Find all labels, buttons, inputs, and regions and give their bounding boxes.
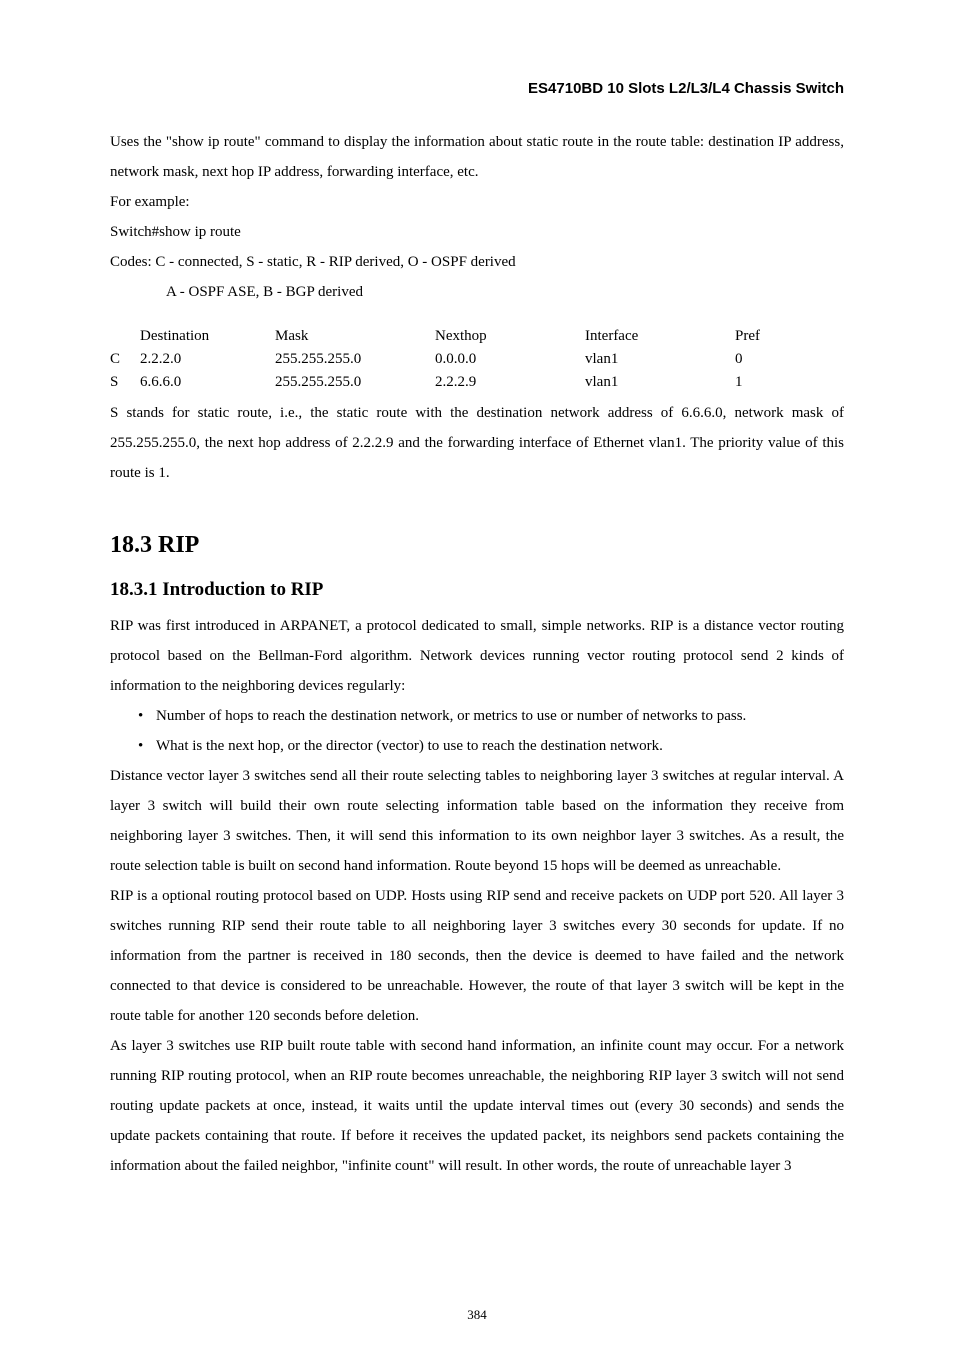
th-code [110, 325, 140, 348]
th-dest: Destination [140, 325, 275, 348]
table-row: S 6.6.6.0 255.255.255.0 2.2.2.9 vlan1 1 [110, 371, 795, 394]
heading-18-3-1: 18.3.1 Introduction to RIP [110, 579, 844, 601]
th-next: Nexthop [435, 325, 585, 348]
cell-dest: 2.2.2.0 [140, 348, 275, 371]
s1831-p2: Distance vector layer 3 switches send al… [110, 761, 844, 881]
cell-iface: vlan1 [585, 348, 735, 371]
intro-p5: A - OSPF ASE, B - BGP derived [110, 277, 844, 307]
intro-p3: Switch#show ip route [110, 217, 844, 247]
cell-mask: 255.255.255.0 [275, 348, 435, 371]
page-number: 384 [0, 1307, 954, 1323]
intro-p2: For example: [110, 187, 844, 217]
th-iface: Interface [585, 325, 735, 348]
bullet-item: What is the next hop, or the director (v… [138, 731, 844, 761]
s1831-p3: RIP is a optional routing protocol based… [110, 881, 844, 1031]
s1831-p4: As layer 3 switches use RIP built route … [110, 1031, 844, 1181]
bullet-list: Number of hops to reach the destination … [138, 701, 844, 761]
th-pref: Pref [735, 325, 795, 348]
cell-code: S [110, 371, 140, 394]
cell-next: 2.2.2.9 [435, 371, 585, 394]
page: ES4710BD 10 Slots L2/L3/L4 Chassis Switc… [0, 0, 954, 1351]
intro-p1: Uses the "show ip route" command to disp… [110, 127, 844, 187]
page-header: ES4710BD 10 Slots L2/L3/L4 Chassis Switc… [110, 80, 844, 97]
after-table-p1: S stands for static route, i.e., the sta… [110, 398, 844, 488]
s1831-p1: RIP was first introduced in ARPANET, a p… [110, 611, 844, 701]
route-table: Destination Mask Nexthop Interface Pref … [110, 325, 795, 394]
cell-dest: 6.6.6.0 [140, 371, 275, 394]
cell-next: 0.0.0.0 [435, 348, 585, 371]
th-mask: Mask [275, 325, 435, 348]
bullet-item: Number of hops to reach the destination … [138, 701, 844, 731]
table-row: C 2.2.2.0 255.255.255.0 0.0.0.0 vlan1 0 [110, 348, 795, 371]
intro-p4: Codes: C - connected, S - static, R - RI… [110, 247, 844, 277]
cell-mask: 255.255.255.0 [275, 371, 435, 394]
cell-code: C [110, 348, 140, 371]
table-header-row: Destination Mask Nexthop Interface Pref [110, 325, 795, 348]
cell-pref: 0 [735, 348, 795, 371]
cell-iface: vlan1 [585, 371, 735, 394]
cell-pref: 1 [735, 371, 795, 394]
heading-18-3: 18.3 RIP [110, 532, 844, 559]
